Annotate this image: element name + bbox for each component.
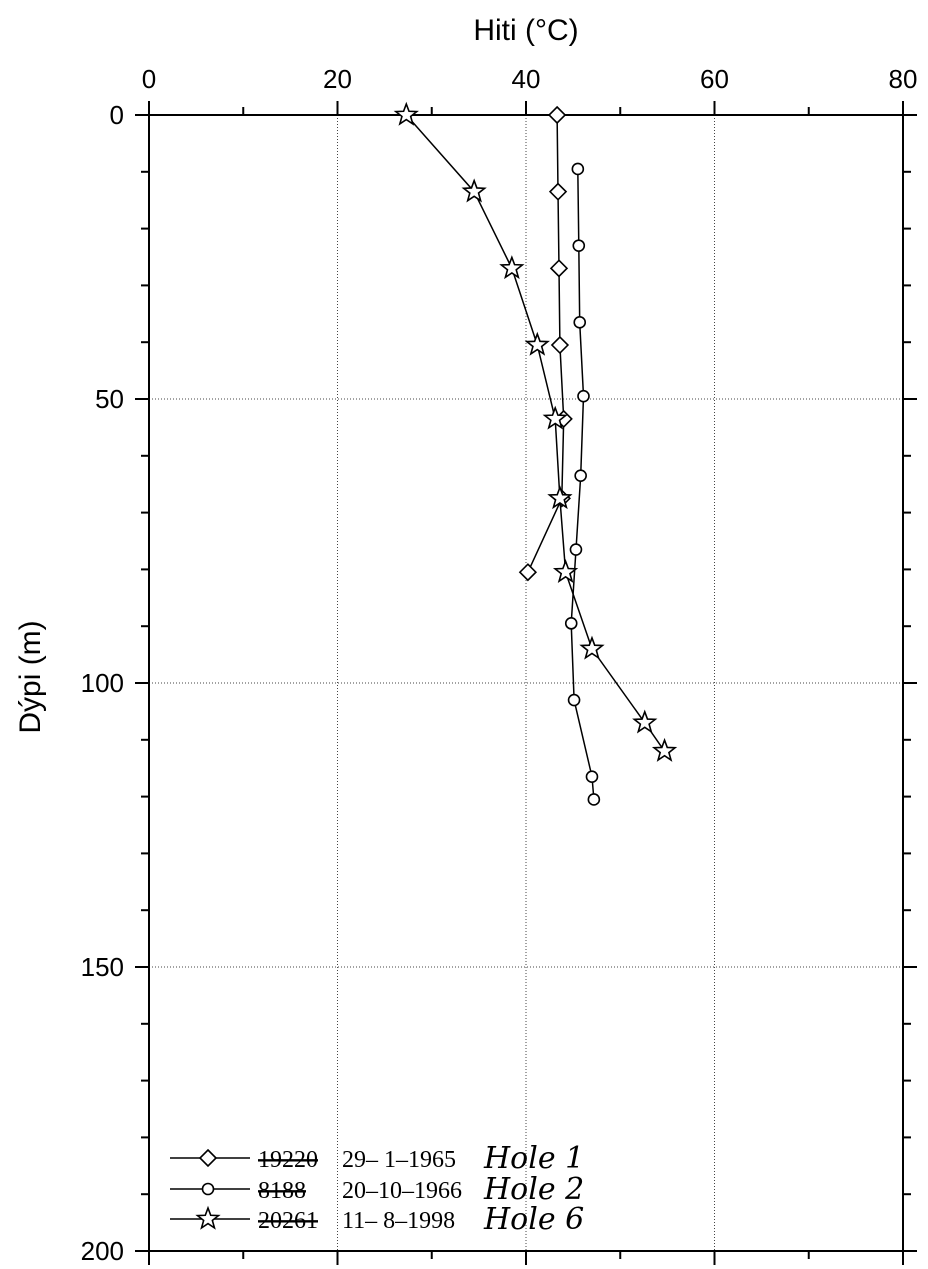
legend-marker-circle [201,1182,215,1196]
data-point-diamond [548,182,568,201]
legend-date: 11– 8–1998 [342,1208,455,1234]
legend-handwritten-label: Hole 6 [483,1202,584,1237]
data-point-star [542,405,568,430]
y-tick-label: 0 [110,100,124,130]
data-point-star [651,737,678,762]
series-line [570,168,595,800]
data-point-circle [587,793,601,806]
data-point-star [579,635,605,660]
x-tick-label: 20 [323,64,352,94]
legend: 19220 29– 1–1965 Hole 1 8188 20–10–1966 Hole … [170,1141,584,1237]
axis-ticks: 0 20 40 60 80 0 50 100 150 200 [81,64,918,1266]
y-axis-label: Dýpi (m) [14,620,47,733]
legend-struck-number: 8188 [258,1178,306,1204]
x-tick-label: 60 [700,64,729,94]
data-point-star [632,709,658,734]
y-tick-label: 50 [95,384,124,414]
legend-date: 29– 1–1965 [342,1147,456,1173]
legend-entry-star: 20261 11– 8–1998 Hole 6 [170,1202,584,1237]
series-star [393,101,678,762]
data-point-circle [574,469,587,482]
x-tick-label: 0 [142,64,156,94]
data-point-star [461,178,487,203]
legend-marker-diamond [198,1148,218,1168]
data-point-star [552,558,579,583]
data-point-circle [567,693,581,707]
legend-marker-star [195,1205,221,1230]
series-line [405,114,666,752]
data-point-circle [571,162,585,176]
data-point-circle [573,316,587,329]
data-point-diamond [550,335,570,355]
data-point-diamond [518,563,538,582]
y-tick-label: 150 [81,952,124,982]
legend-date: 20–10–1966 [342,1178,462,1204]
data-point-circle [564,617,578,630]
legend-handwritten-label: Hole 2 [483,1172,584,1207]
series-group [393,101,678,806]
x-tick-label: 40 [512,64,541,94]
y-tick-label: 200 [81,1236,124,1266]
data-point-star [499,255,525,280]
data-point-circle [577,389,590,403]
data-point-star [393,101,419,126]
legend-struck-number: 20261 [258,1208,318,1234]
data-point-circle [569,543,583,556]
data-point-diamond [547,105,567,125]
data-point-circle [572,239,586,252]
legend-handwritten-label: Hole 1 [483,1141,584,1176]
series-circle [564,162,601,806]
grid [149,115,903,1251]
legend-entry-diamond: 19220 29– 1–1965 Hole 1 [170,1141,584,1176]
legend-entry-circle: 8188 20–10–1966 Hole 2 [170,1172,584,1207]
y-tick-label: 100 [81,668,124,698]
data-point-star [547,485,573,510]
x-axis-label: Hiti (°C) [473,14,578,47]
x-tick-label: 80 [889,64,918,94]
data-point-star [524,331,550,356]
data-point-diamond [549,259,569,278]
data-point-circle [585,770,599,784]
legend-struck-number: 19220 [258,1147,318,1173]
